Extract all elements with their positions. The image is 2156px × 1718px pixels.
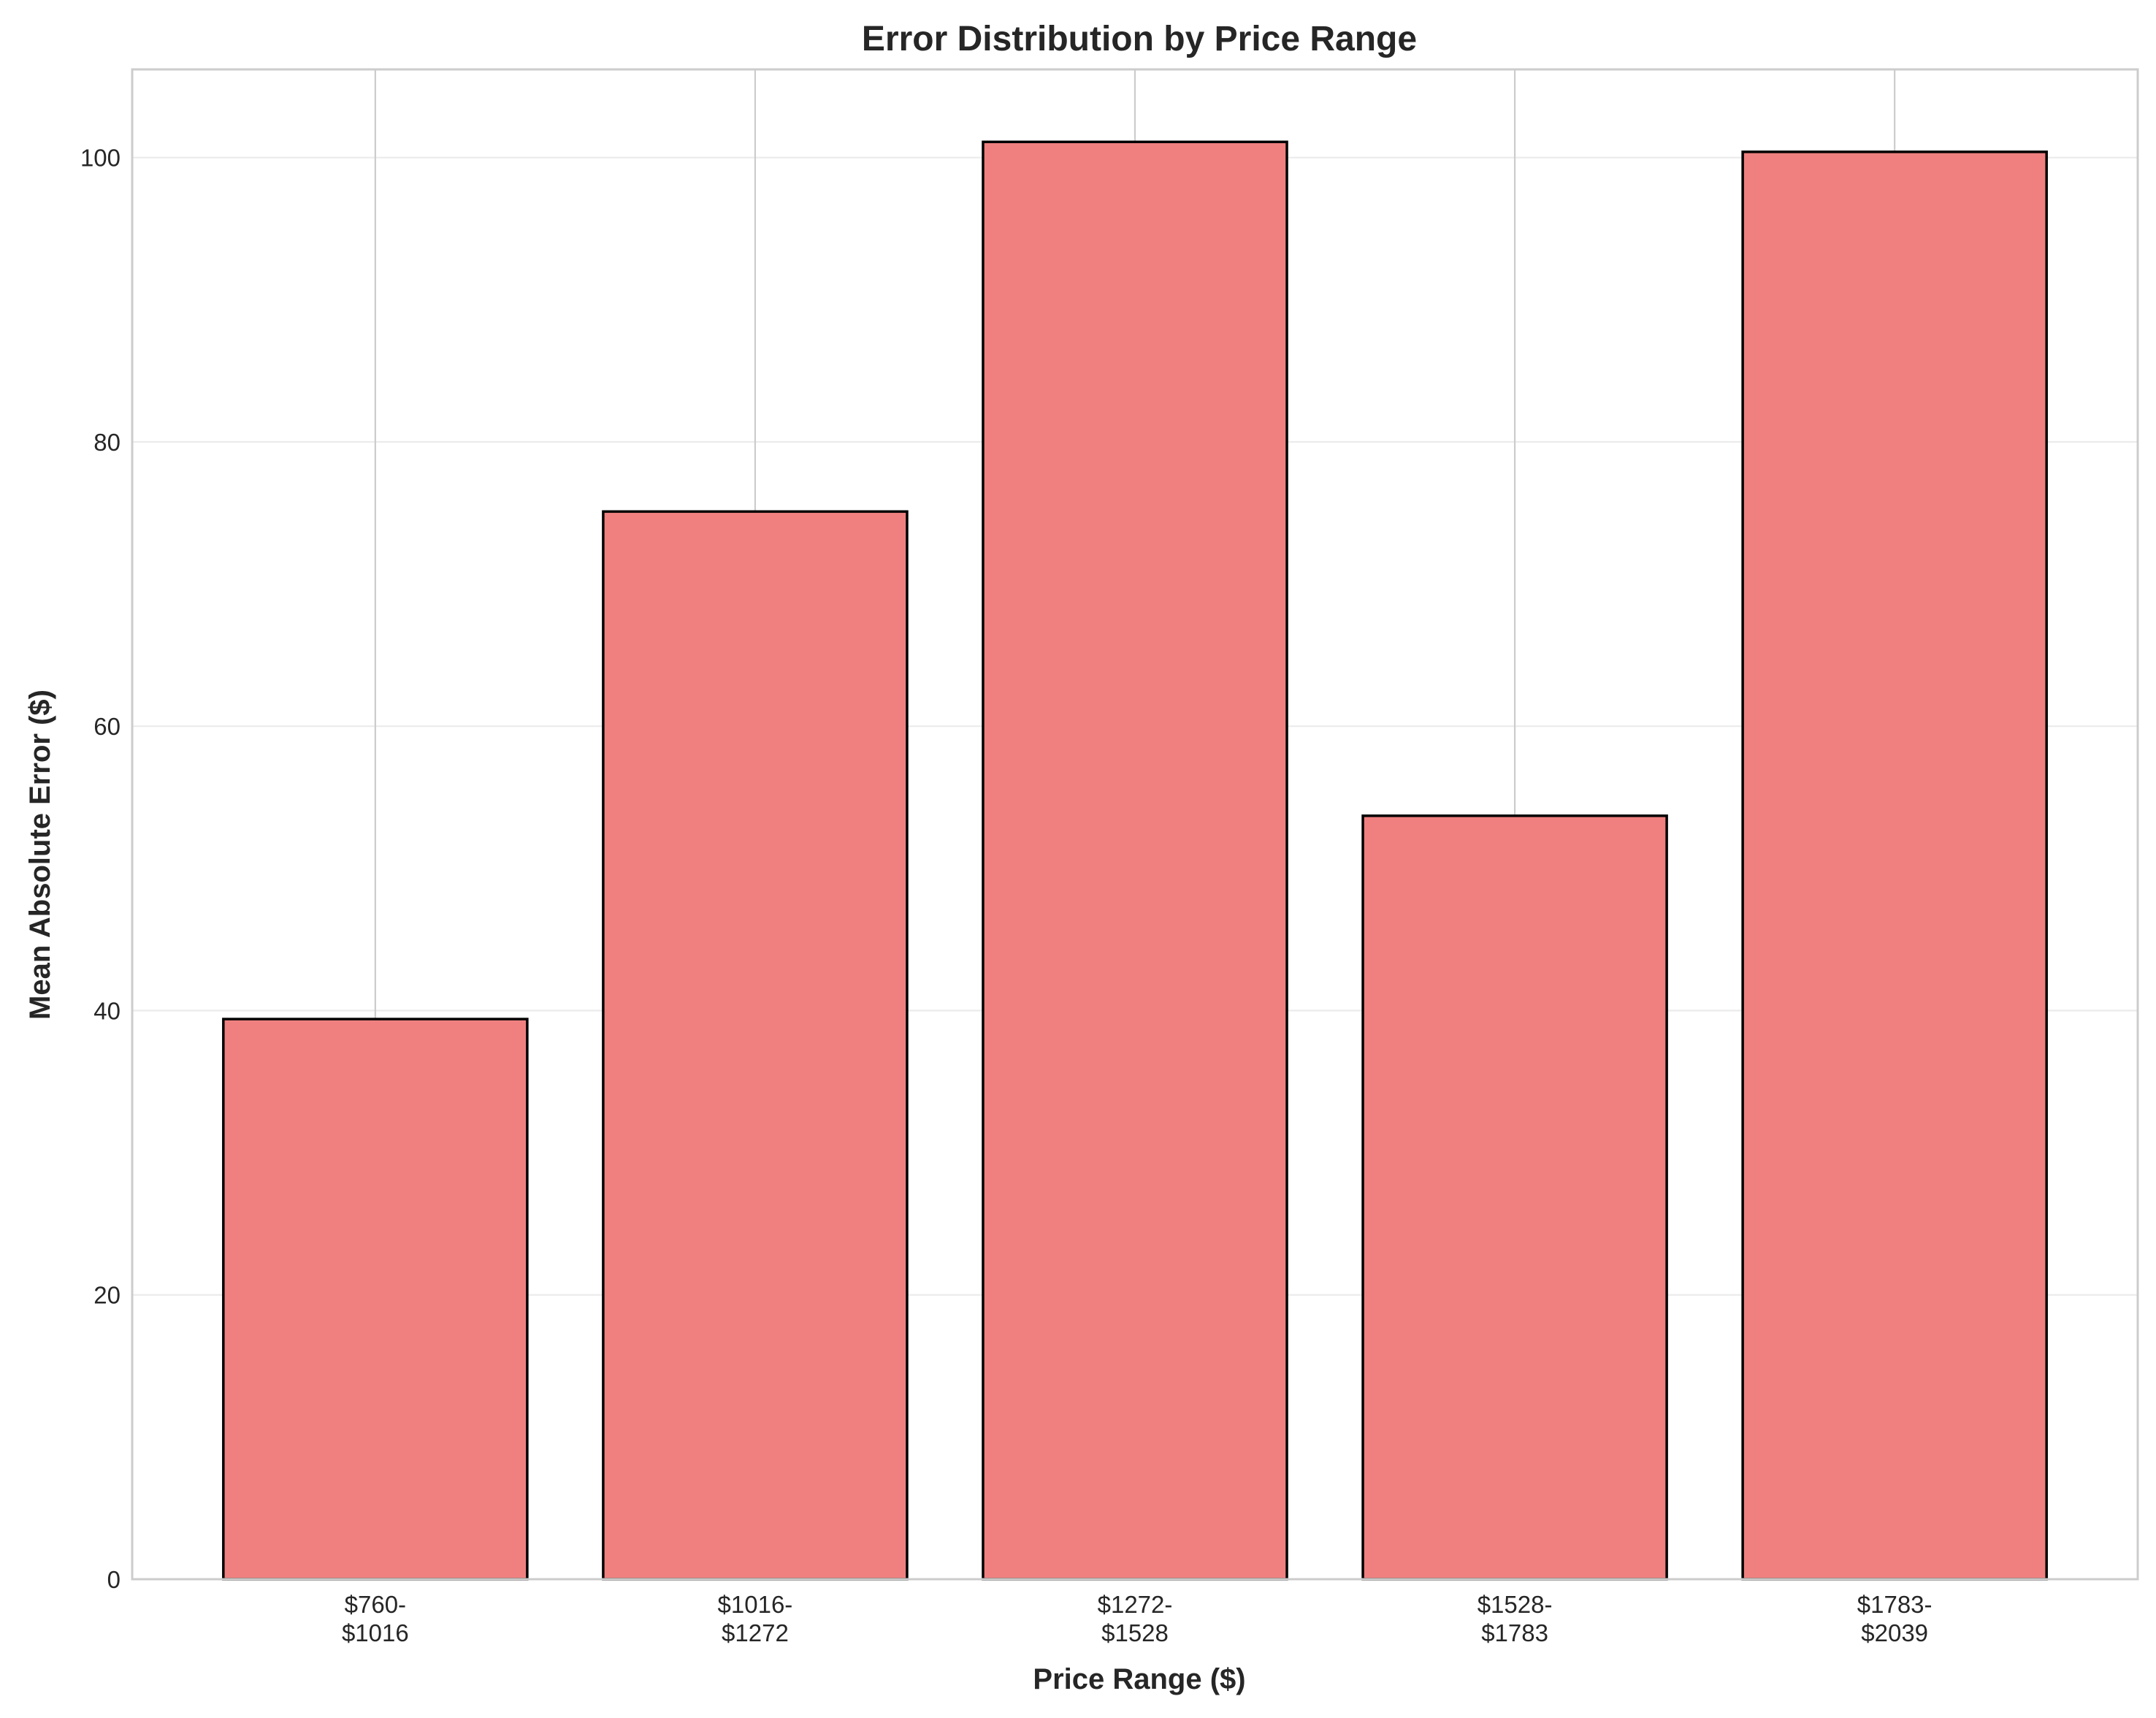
bars-layer	[222, 140, 2048, 1581]
x-tick-label: $1016-$1272	[718, 1591, 793, 1646]
y-tick-label: 40	[93, 997, 121, 1024]
axes-frame	[131, 68, 2139, 1581]
x-axis-label: Price Range ($)	[1033, 1663, 1245, 1695]
plot-area-border	[131, 68, 2139, 1581]
y-tick-label: 60	[93, 713, 121, 740]
x-axis-ticks: $760-$1016 $1016-$1272 $1272-$1528 $1528-$1…	[342, 1591, 1933, 1646]
x-tick-label: $1272-$1528	[1098, 1591, 1173, 1646]
x-tick-label: $1783-$2039	[1857, 1591, 1933, 1646]
bar	[1741, 150, 2048, 1581]
y-axis-ticks: 0 20 40 60 80 100	[80, 145, 121, 1593]
bar	[602, 510, 909, 1581]
x-tick-label: $760-$1016	[342, 1591, 409, 1646]
y-tick-label: 100	[80, 145, 121, 172]
y-tick-label: 0	[107, 1566, 121, 1593]
bar	[1361, 814, 1668, 1581]
y-tick-label: 20	[93, 1282, 121, 1309]
bar	[222, 1018, 529, 1581]
bar	[982, 140, 1288, 1581]
x-tick-label: $1528-$1783	[1478, 1591, 1553, 1646]
chart-title: Error Distribution by Price Range	[862, 20, 1417, 58]
y-tick-label: 80	[93, 429, 121, 456]
y-axis-label: Mean Absolute Error ($)	[24, 690, 56, 1020]
